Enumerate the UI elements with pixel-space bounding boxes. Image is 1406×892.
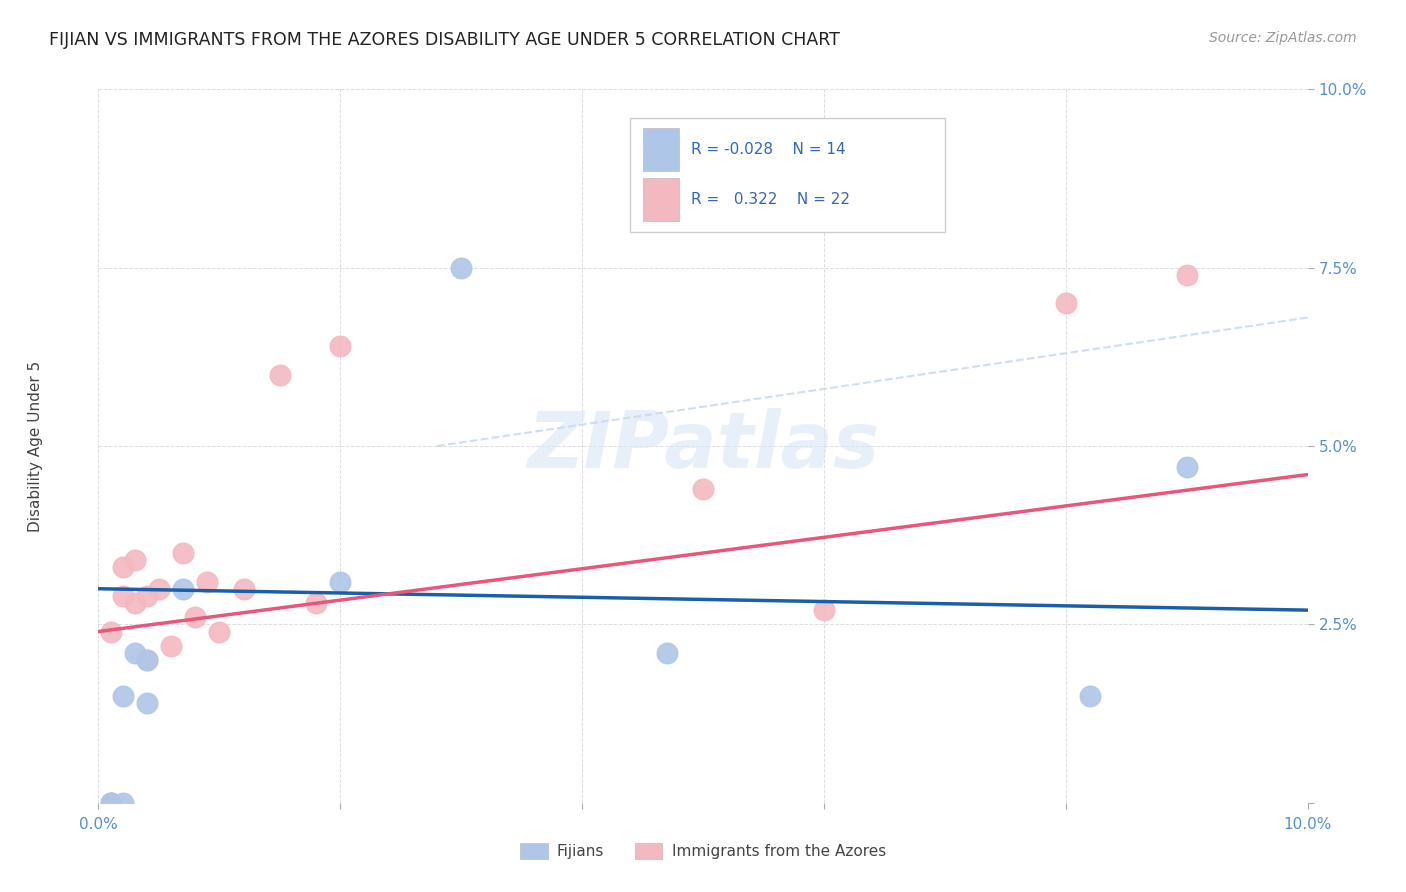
Point xyxy=(124,646,146,660)
Point xyxy=(148,582,170,596)
FancyBboxPatch shape xyxy=(643,128,679,171)
Text: FIJIAN VS IMMIGRANTS FROM THE AZORES DISABILITY AGE UNDER 5 CORRELATION CHART: FIJIAN VS IMMIGRANTS FROM THE AZORES DIS… xyxy=(49,31,841,49)
Point xyxy=(100,624,122,639)
Legend: Fijians, Immigrants from the Azores: Fijians, Immigrants from the Azores xyxy=(513,835,893,866)
Text: R = -0.028    N = 14: R = -0.028 N = 14 xyxy=(690,143,845,157)
Point xyxy=(450,260,472,275)
Point xyxy=(813,603,835,617)
Point xyxy=(752,196,775,211)
Point xyxy=(329,339,352,353)
Point xyxy=(100,796,122,810)
FancyBboxPatch shape xyxy=(630,118,945,232)
Point xyxy=(269,368,291,382)
Point xyxy=(160,639,183,653)
Point xyxy=(655,646,678,660)
Point xyxy=(1175,460,1198,475)
Text: Source: ZipAtlas.com: Source: ZipAtlas.com xyxy=(1209,31,1357,45)
Y-axis label: Disability Age Under 5: Disability Age Under 5 xyxy=(28,360,42,532)
Point xyxy=(1054,296,1077,310)
Point xyxy=(184,610,207,624)
Point xyxy=(232,582,254,596)
Point xyxy=(172,546,194,560)
Point xyxy=(305,596,328,610)
Point xyxy=(111,796,134,810)
Point xyxy=(172,582,194,596)
Point xyxy=(124,596,146,610)
Point xyxy=(329,574,352,589)
Point xyxy=(208,624,231,639)
Point xyxy=(100,796,122,810)
Point xyxy=(135,696,157,710)
Point xyxy=(1078,689,1101,703)
Point xyxy=(135,589,157,603)
Point xyxy=(1175,268,1198,282)
Text: R =   0.322    N = 22: R = 0.322 N = 22 xyxy=(690,193,849,207)
Point xyxy=(135,653,157,667)
Text: ZIPatlas: ZIPatlas xyxy=(527,408,879,484)
Point xyxy=(124,553,146,567)
Point xyxy=(692,482,714,496)
Point xyxy=(100,796,122,810)
Point xyxy=(111,560,134,574)
Point xyxy=(135,653,157,667)
Point xyxy=(195,574,218,589)
FancyBboxPatch shape xyxy=(643,178,679,221)
Point xyxy=(111,589,134,603)
Point xyxy=(111,689,134,703)
